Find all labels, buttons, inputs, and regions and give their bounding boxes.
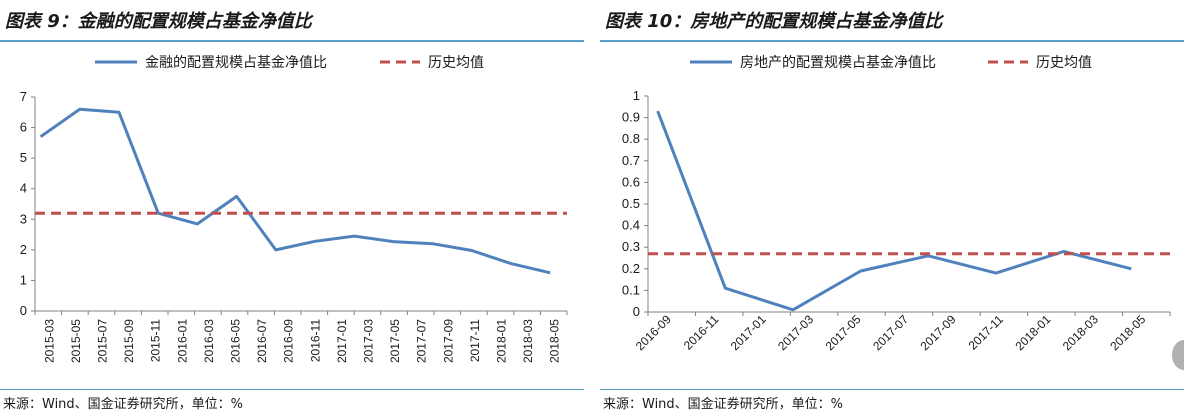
line-chart-financial: 0 1 2 3 4 5 6 7 2015-03 2015-05 2015-07 2015-09 2015… bbox=[20, 54, 568, 363]
chart-panel-financial: 图表 9：金融的配置规模占基金净值比 0 1 2 3 4 5 6 7 2015-03 2015-0… bbox=[0, 0, 584, 419]
x-tick-label: 2015-09 bbox=[122, 319, 136, 363]
y-tick-label: 0.1 bbox=[622, 282, 640, 297]
y-tick-label: 4 bbox=[20, 181, 27, 196]
y-tick-label: 0.3 bbox=[622, 239, 640, 254]
y-tick-label: 0.2 bbox=[622, 261, 640, 276]
y-tick-label: 6 bbox=[20, 120, 27, 135]
y-tick-label: 1 bbox=[20, 272, 27, 287]
x-tick-label: 2018-03 bbox=[1060, 312, 1101, 353]
y-tick-label: 7 bbox=[20, 89, 27, 104]
y-tick-label: 3 bbox=[20, 211, 27, 226]
x-tick-label: 2018-03 bbox=[521, 319, 535, 363]
x-tick-label: 2018-01 bbox=[1012, 312, 1053, 353]
x-tick-label: 2017-09 bbox=[918, 312, 959, 353]
x-tick-label: 2016-11 bbox=[681, 312, 722, 353]
legend-label: 历史均值 bbox=[1036, 55, 1092, 71]
series-line bbox=[656, 110, 1132, 312]
x-tick-label: 2016-09 bbox=[282, 319, 296, 363]
x-tick-label: 2017-09 bbox=[441, 319, 455, 363]
title-divider bbox=[600, 40, 1184, 42]
x-tick-label: 2015-07 bbox=[96, 319, 110, 363]
y-tick-label: 0.6 bbox=[622, 174, 640, 189]
y-tick-label: 0 bbox=[633, 304, 640, 319]
y-tick-label: 0.4 bbox=[622, 218, 640, 233]
x-tick-label: 2015-03 bbox=[42, 319, 56, 363]
x-tick-label: 2017-03 bbox=[775, 312, 816, 353]
legend-label: 金融的配置规模占基金净值比 bbox=[145, 54, 327, 71]
x-tick-label: 2017-03 bbox=[362, 319, 376, 363]
x-tick-label: 2015-11 bbox=[149, 319, 163, 362]
x-tick-label: 2017-11 bbox=[966, 312, 1007, 353]
x-tick-label: 2015-05 bbox=[69, 319, 83, 363]
x-tick-label: 2016-07 bbox=[255, 319, 269, 363]
chart-title: 图表 10：房地产的配置规模占基金净值比 bbox=[605, 11, 943, 32]
x-tick-label: 2016-05 bbox=[229, 319, 243, 363]
y-tick-label: 0.5 bbox=[622, 196, 640, 211]
chart-title: 图表 9：金融的配置规模占基金净值比 bbox=[5, 11, 312, 32]
y-tick-label: 0.9 bbox=[622, 110, 640, 125]
title-divider bbox=[0, 40, 584, 42]
x-tick-label: 2018-05 bbox=[548, 319, 562, 363]
x-tick-label: 2017-05 bbox=[823, 312, 864, 353]
x-tick-label: 2017-07 bbox=[870, 312, 911, 353]
x-tick-label: 2017-07 bbox=[415, 319, 429, 363]
y-tick-label: 0 bbox=[20, 303, 27, 318]
y-tick-label: 0.7 bbox=[622, 153, 640, 168]
source-divider bbox=[600, 389, 1184, 390]
series-line bbox=[39, 107, 551, 275]
x-tick-label: 2017-05 bbox=[388, 319, 402, 363]
x-tick-label: 2017-01 bbox=[728, 312, 769, 353]
y-tick-label: 0.8 bbox=[622, 131, 640, 146]
legend-label: 历史均值 bbox=[428, 55, 484, 71]
x-tick-label: 2017-01 bbox=[335, 319, 349, 363]
y-tick-label: 2 bbox=[20, 242, 27, 257]
source-note: 来源：Wind、国金证券研究所，单位：% bbox=[3, 397, 244, 412]
source-note: 来源：Wind、国金证券研究所，单位：% bbox=[603, 397, 844, 412]
y-tick-label: 1 bbox=[633, 88, 640, 103]
source-divider bbox=[0, 389, 584, 390]
x-tick-label: 2017-11 bbox=[468, 319, 482, 362]
x-tick-label: 2018-05 bbox=[1107, 312, 1148, 353]
chart-panel-real-estate: 图表 10：房地产的配置规模占基金净值比 0 0.1 0.2 0.3 0.4 0.5 0.6… bbox=[600, 0, 1184, 419]
x-tick-label: 2016-11 bbox=[308, 319, 322, 362]
x-tick-label: 2018-01 bbox=[495, 319, 509, 363]
x-tick-label: 2016-03 bbox=[202, 319, 216, 363]
x-tick-label: 2016-01 bbox=[175, 319, 189, 363]
legend-label: 房地产的配置规模占基金净值比 bbox=[740, 54, 936, 71]
scroll-handle[interactable] bbox=[1172, 340, 1184, 370]
y-tick-label: 5 bbox=[20, 150, 27, 165]
